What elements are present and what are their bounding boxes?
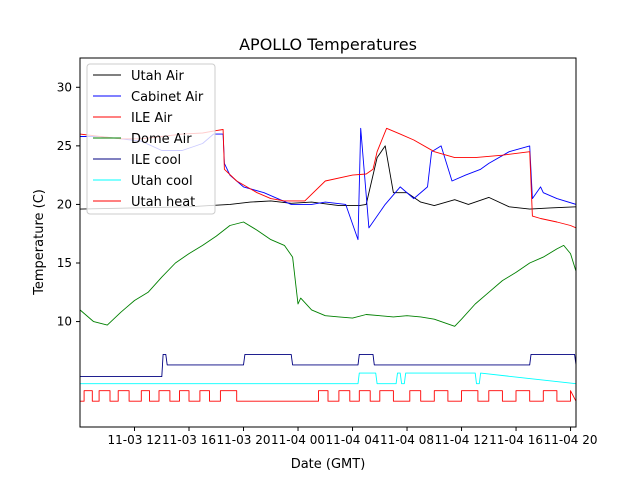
legend-label: ILE cool	[131, 153, 181, 168]
legend: Utah Air Cabinet Air ILE Air Dome Air ILE co…	[86, 63, 216, 215]
legend-label: Utah heat	[131, 195, 195, 210]
x-tick-label: 11-03 16	[162, 433, 216, 447]
legend-label: Cabinet Air	[131, 90, 204, 105]
plot-frame	[79, 57, 577, 428]
y-tick-label: 15	[57, 256, 72, 270]
series-line-ile-cool	[80, 353, 576, 378]
x-tick-label: 11-04 00	[271, 433, 325, 447]
y-axis-label: Temperature (C)	[32, 189, 47, 296]
series-line-utah-air	[80, 145, 576, 210]
x-tick-label: 11-04 12	[435, 433, 489, 447]
legend-label: Utah cool	[131, 174, 193, 189]
x-tick-label: 11-04 04	[326, 433, 380, 447]
legend-box	[86, 63, 216, 215]
x-tick-label: 11-04 20	[544, 433, 598, 447]
legend-label: ILE Air	[131, 111, 173, 126]
series-layer	[80, 127, 576, 402]
y-axis: 10 15 20 25 30	[57, 80, 80, 329]
y-tick-label: 25	[57, 139, 72, 153]
series-line-utah-heat	[80, 390, 576, 402]
y-tick-label: 10	[57, 315, 72, 329]
x-axis: 11-03 12 11-03 16 11-03 20 11-04 00 11-04 04…	[108, 427, 598, 447]
x-axis-label: Date (GMT)	[291, 457, 366, 472]
x-tick-label: 11-03 12	[108, 433, 162, 447]
series-line-dome-air	[80, 221, 576, 327]
legend-label: Dome Air	[131, 132, 192, 147]
y-tick-label: 30	[57, 80, 72, 94]
chart-title: APOLLO Temperatures	[239, 35, 417, 54]
x-tick-label: 11-04 08	[380, 433, 434, 447]
y-tick-label: 20	[57, 197, 72, 211]
x-tick-label: 11-03 20	[217, 433, 271, 447]
legend-label: Utah Air	[131, 69, 184, 84]
x-tick-label: 11-04 16	[489, 433, 543, 447]
series-line-utah-cool	[80, 372, 576, 385]
